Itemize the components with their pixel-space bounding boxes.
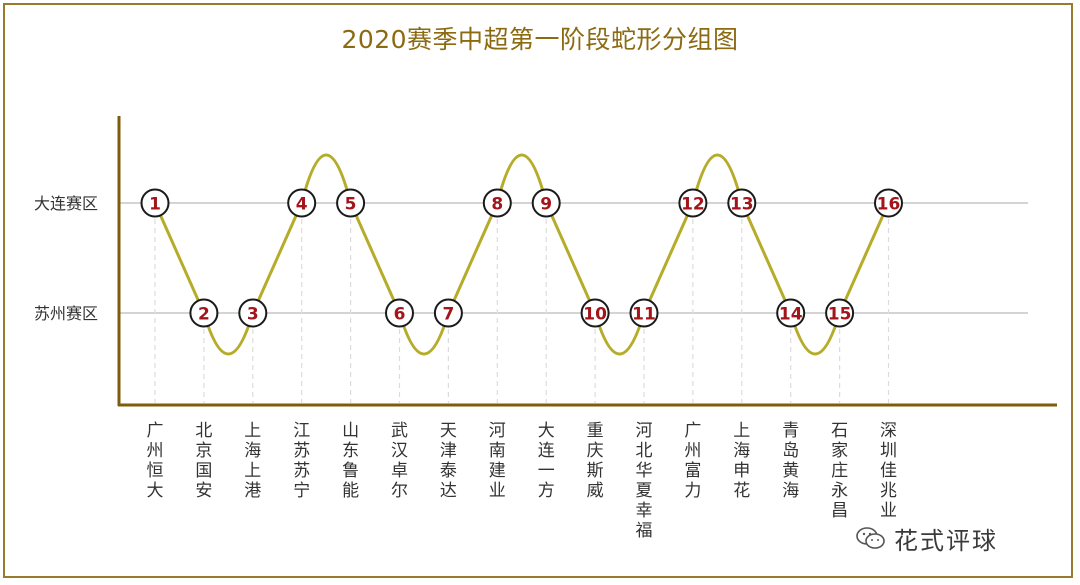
seed-number: 16	[877, 195, 901, 215]
seed-marker: 2	[189, 298, 219, 328]
seed-number: 3	[247, 305, 259, 325]
seed-number: 5	[345, 195, 357, 215]
team-labels: 广州恒大 北京国安 上海上港 江苏苏宁 山东鲁能 武汉卓尔 天津泰达 河南建业 大连一方 重庆斯威…	[147, 421, 898, 541]
seed-number: 7	[442, 305, 454, 325]
seed-number: 13	[730, 195, 754, 215]
seed-marker: 9	[531, 188, 561, 218]
seed-number: 15	[828, 305, 852, 325]
team-label: 广州富力	[684, 421, 701, 501]
seed-marker: 3	[238, 298, 268, 328]
seed-number: 6	[394, 305, 406, 325]
team-label: 天津泰达	[440, 421, 457, 501]
drop-lines	[154, 219, 890, 403]
group-label: 大连赛区	[34, 194, 98, 213]
team-label: 大连一方	[538, 421, 555, 501]
seed-marker: 12	[678, 188, 708, 218]
team-label: 上海申花	[733, 421, 750, 501]
team-label: 深圳佳兆业	[880, 421, 897, 521]
seed-marker: 16	[874, 188, 903, 218]
seed-number: 10	[583, 305, 607, 325]
chart-title: 2020赛季中超第一阶段蛇形分组图	[341, 25, 739, 54]
seed-number: 8	[491, 195, 503, 215]
seed-marker: 7	[433, 298, 463, 328]
gridlines	[119, 202, 1028, 314]
team-label: 江苏苏宁	[293, 421, 310, 501]
axes	[117, 116, 1057, 407]
seed-marker: 15	[825, 298, 855, 328]
team-label: 河北华夏幸福	[636, 421, 653, 541]
team-label: 河南建业	[489, 421, 506, 501]
seed-marker: 10	[580, 298, 610, 328]
seed-number: 1	[149, 195, 161, 215]
seed-number: 12	[681, 195, 705, 215]
seed-number: 2	[198, 305, 210, 325]
wechat-icon	[856, 527, 885, 549]
team-label: 石家庄永昌	[831, 421, 848, 521]
watermark: 花式评球	[856, 518, 998, 558]
seed-number: 14	[779, 305, 803, 325]
outer-frame	[3, 3, 1073, 578]
seed-number: 9	[540, 195, 552, 215]
seed-marker: 14	[776, 298, 806, 328]
team-label: 重庆斯威	[587, 421, 604, 501]
group-label: 苏州赛区	[34, 304, 98, 323]
team-label: 广州恒大	[147, 421, 164, 501]
seed-marker: 11	[629, 298, 659, 328]
team-label: 山东鲁能	[342, 421, 359, 501]
seed-number: 11	[632, 305, 656, 325]
team-label: 上海上港	[244, 421, 261, 501]
seed-marker: 5	[336, 188, 366, 218]
team-label: 青岛黄海	[782, 421, 799, 501]
watermark-text: 花式评球	[894, 526, 998, 555]
seed-marker: 8	[482, 188, 512, 218]
seed-marker: 6	[385, 298, 414, 328]
team-label: 北京国安	[195, 421, 212, 501]
seed-marker: 4	[287, 188, 317, 218]
seed-marker: 1	[140, 188, 170, 218]
team-label: 武汉卓尔	[391, 421, 408, 501]
seed-number: 4	[296, 195, 308, 215]
seed-marker: 13	[727, 188, 757, 218]
